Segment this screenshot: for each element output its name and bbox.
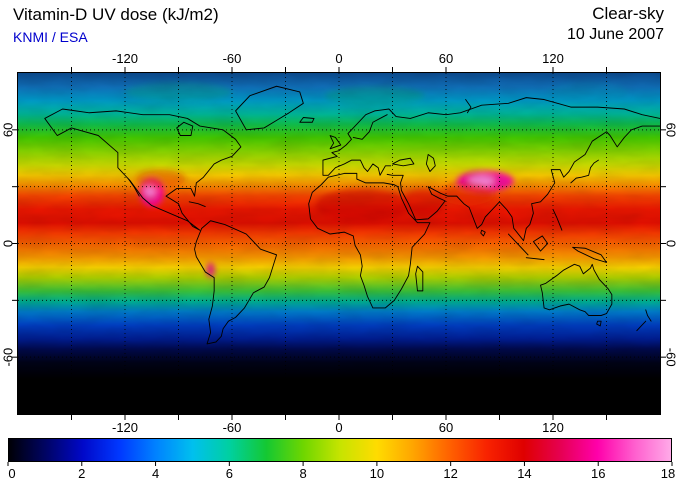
coastline-borneo <box>532 235 549 252</box>
coastline-greenland <box>235 85 304 131</box>
lat-tick-label-left: 0 <box>0 240 15 247</box>
coastline-cuba <box>188 201 206 208</box>
coastline-tasmania <box>596 320 602 327</box>
coastline-caspian-sea <box>425 153 436 172</box>
colorbar-tick-label: 2 <box>78 466 85 480</box>
lon-tick-label-bottom: 120 <box>542 420 564 435</box>
lon-tick-label-top: 0 <box>335 51 342 66</box>
coastline-novaya-zemlya <box>465 99 472 114</box>
lon-tick-label-top: -120 <box>112 51 138 66</box>
page-title: Vitamin-D UV dose (kJ/m2) <box>13 5 219 24</box>
coastline-new-zealand <box>636 309 652 332</box>
coastline-baja <box>128 178 140 197</box>
coastline-philippines <box>552 208 563 231</box>
coastline-iceland <box>299 117 315 123</box>
lon-tick-label-bottom: 60 <box>439 420 453 435</box>
coastline-java <box>525 257 545 261</box>
coastline-madagascar <box>415 265 424 292</box>
colorbar-gradient <box>8 438 672 462</box>
coastline-north-america <box>44 108 242 231</box>
coastline-new-guinea <box>572 246 607 263</box>
coastline-japan <box>570 159 599 184</box>
lon-tick-label-top: 60 <box>439 51 453 66</box>
lat-tick-label-left: 60 <box>0 123 15 137</box>
coastline-hudson-bay <box>176 121 194 136</box>
credit-label: KNMI / ESA <box>13 29 88 45</box>
lat-tick-label-right: -60 <box>664 348 678 367</box>
coastline-australia <box>540 263 613 316</box>
lat-tick-label-right: 60 <box>664 123 678 137</box>
colorbar-tick-label: 16 <box>591 466 605 480</box>
lon-tick-label-bottom: -60 <box>223 420 242 435</box>
colorbar-tick-label: 10 <box>370 466 384 480</box>
lon-tick-label-bottom: 0 <box>335 420 342 435</box>
coastline-baltic <box>352 114 388 140</box>
coastline-europe-arctic <box>322 97 660 176</box>
lon-tick-label-top: 120 <box>542 51 564 66</box>
coastline-south-america <box>194 220 278 345</box>
colorbar-tick-label: 0 <box>8 466 15 480</box>
coastline-sri-lanka <box>480 229 486 237</box>
map-frame <box>17 72 661 415</box>
coastline-asia <box>386 125 660 242</box>
colorbar-tick-label: 6 <box>226 466 233 480</box>
lon-tick-label-bottom: -120 <box>112 420 138 435</box>
lat-tick-label-right: 0 <box>664 240 678 247</box>
colorbar-tick-label: 8 <box>299 466 306 480</box>
coastline-sumatra <box>507 233 529 256</box>
colorbar-tick-label: 12 <box>443 466 457 480</box>
date-label: 10 June 2007 <box>567 26 664 43</box>
grid-layer <box>18 73 660 414</box>
lat-tick-label-left: -60 <box>0 348 15 367</box>
coastline-black-sea <box>392 157 415 167</box>
lon-tick-label-top: -60 <box>223 51 242 66</box>
condition-label: Clear-sky <box>592 4 664 23</box>
colorbar-tick-label: 4 <box>152 466 159 480</box>
colorbar-tick-label: 14 <box>517 466 531 480</box>
colorbar-tick-label: 18 <box>661 466 675 480</box>
